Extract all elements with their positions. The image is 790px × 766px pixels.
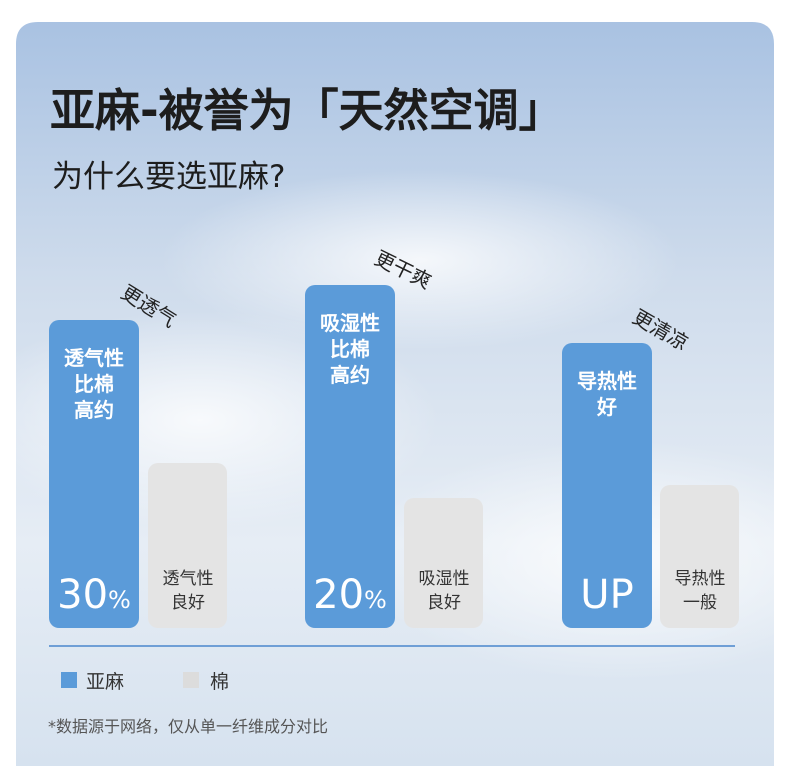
linen-big: 20% <box>313 572 387 618</box>
legend-swatch <box>183 672 199 688</box>
footnote: *数据源于网络，仅从单一纤维成分对比 <box>48 717 328 736</box>
linen-big: UP <box>580 572 633 618</box>
title: 亚麻-被誉为「天然空调」 <box>50 84 564 137</box>
linen-text: 透气性 <box>64 346 124 370</box>
linen-big: 30% <box>57 572 131 618</box>
cotton-text: 一般 <box>683 593 717 613</box>
big-unit: % <box>108 586 131 614</box>
legend-swatch <box>61 672 77 688</box>
groups: 更透气透气性比棉高约30%透气性良好更干爽吸湿性比棉高约20%吸湿性良好更清凉导… <box>49 246 739 628</box>
subtitle: 为什么要选亚麻? <box>52 159 285 195</box>
linen-text: 比棉 <box>74 372 114 396</box>
linen-text: 导热性 <box>577 369 637 393</box>
cotton-bar <box>148 463 227 628</box>
cotton-bar <box>660 485 739 628</box>
big-unit: % <box>364 586 387 614</box>
cotton-text: 吸湿性 <box>419 569 470 589</box>
linen-text: 高约 <box>330 363 370 387</box>
linen-bar <box>49 320 139 628</box>
cotton-text: 良好 <box>171 593 205 613</box>
big-number: 20 <box>313 572 364 618</box>
cloud <box>160 170 680 350</box>
linen-bar <box>305 285 395 628</box>
big-number: 30 <box>57 572 108 618</box>
cotton-text: 透气性 <box>163 569 214 589</box>
linen-text: 吸湿性 <box>320 311 380 335</box>
linen-text: 比棉 <box>330 337 370 361</box>
legend-label: 棉 <box>210 671 229 693</box>
cotton-bar <box>404 498 483 628</box>
linen-text: 好 <box>596 395 617 419</box>
linen-bar <box>562 343 652 628</box>
cotton-text: 良好 <box>427 593 461 613</box>
cotton-text: 导热性 <box>675 569 726 589</box>
big-number: UP <box>580 572 633 618</box>
linen-text: 高约 <box>74 398 114 422</box>
legend-label: 亚麻 <box>86 671 124 693</box>
